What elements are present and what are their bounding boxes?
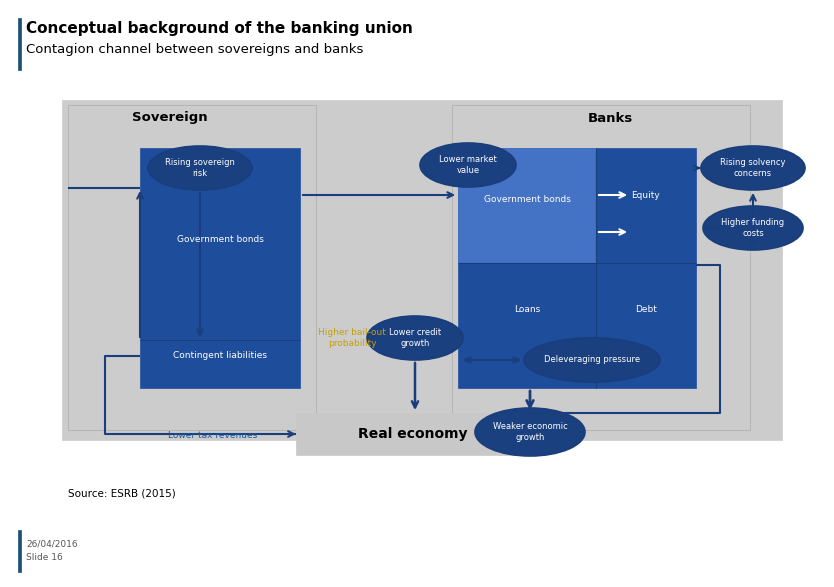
Text: Government bonds: Government bonds [177,235,264,245]
Text: Contingent liabilities: Contingent liabilities [173,352,267,360]
Text: Source: ESRB (2015): Source: ESRB (2015) [68,489,176,499]
Text: Real economy: Real economy [359,427,468,441]
Text: Government bonds: Government bonds [484,195,570,204]
Text: Slide 16: Slide 16 [26,554,63,562]
Bar [140,148,300,388]
Bar [452,105,750,430]
Text: Sovereign: Sovereign [132,112,208,124]
Text: Lower market
value: Lower market value [440,156,497,175]
Text: Rising sovereign
risk: Rising sovereign risk [165,158,235,178]
Bar [18,18,21,70]
Text: Lower tax revenues: Lower tax revenues [168,430,258,440]
Text: Deleveraging pressure: Deleveraging pressure [544,356,640,365]
Text: Lower credit
growth: Lower credit growth [389,328,441,348]
Ellipse shape [703,206,803,250]
Text: Equity: Equity [631,191,661,200]
Text: Weaker economic
growth: Weaker economic growth [493,422,567,441]
Text: Conceptual background of the banking union: Conceptual background of the banking uni… [26,21,413,35]
Bar [18,530,21,572]
Text: 26/04/2016: 26/04/2016 [26,539,78,548]
Ellipse shape [367,316,463,360]
Bar [458,148,696,388]
Text: Loans: Loans [514,305,540,315]
Bar [68,105,316,430]
Text: Debt: Debt [635,305,657,315]
Text: Higher bail-out
probability: Higher bail-out probability [318,328,386,348]
Ellipse shape [524,338,660,382]
Ellipse shape [148,146,252,190]
Ellipse shape [701,146,805,190]
Text: Rising solvency
concerns: Rising solvency concerns [721,158,786,178]
Bar [458,148,596,263]
Ellipse shape [475,408,585,456]
Text: Higher funding
costs: Higher funding costs [721,218,785,238]
Ellipse shape [420,143,516,187]
Bar [296,413,530,455]
Text: Contagion channel between sovereigns and banks: Contagion channel between sovereigns and… [26,43,364,56]
Text: Banks: Banks [587,112,633,124]
Bar [62,100,782,440]
